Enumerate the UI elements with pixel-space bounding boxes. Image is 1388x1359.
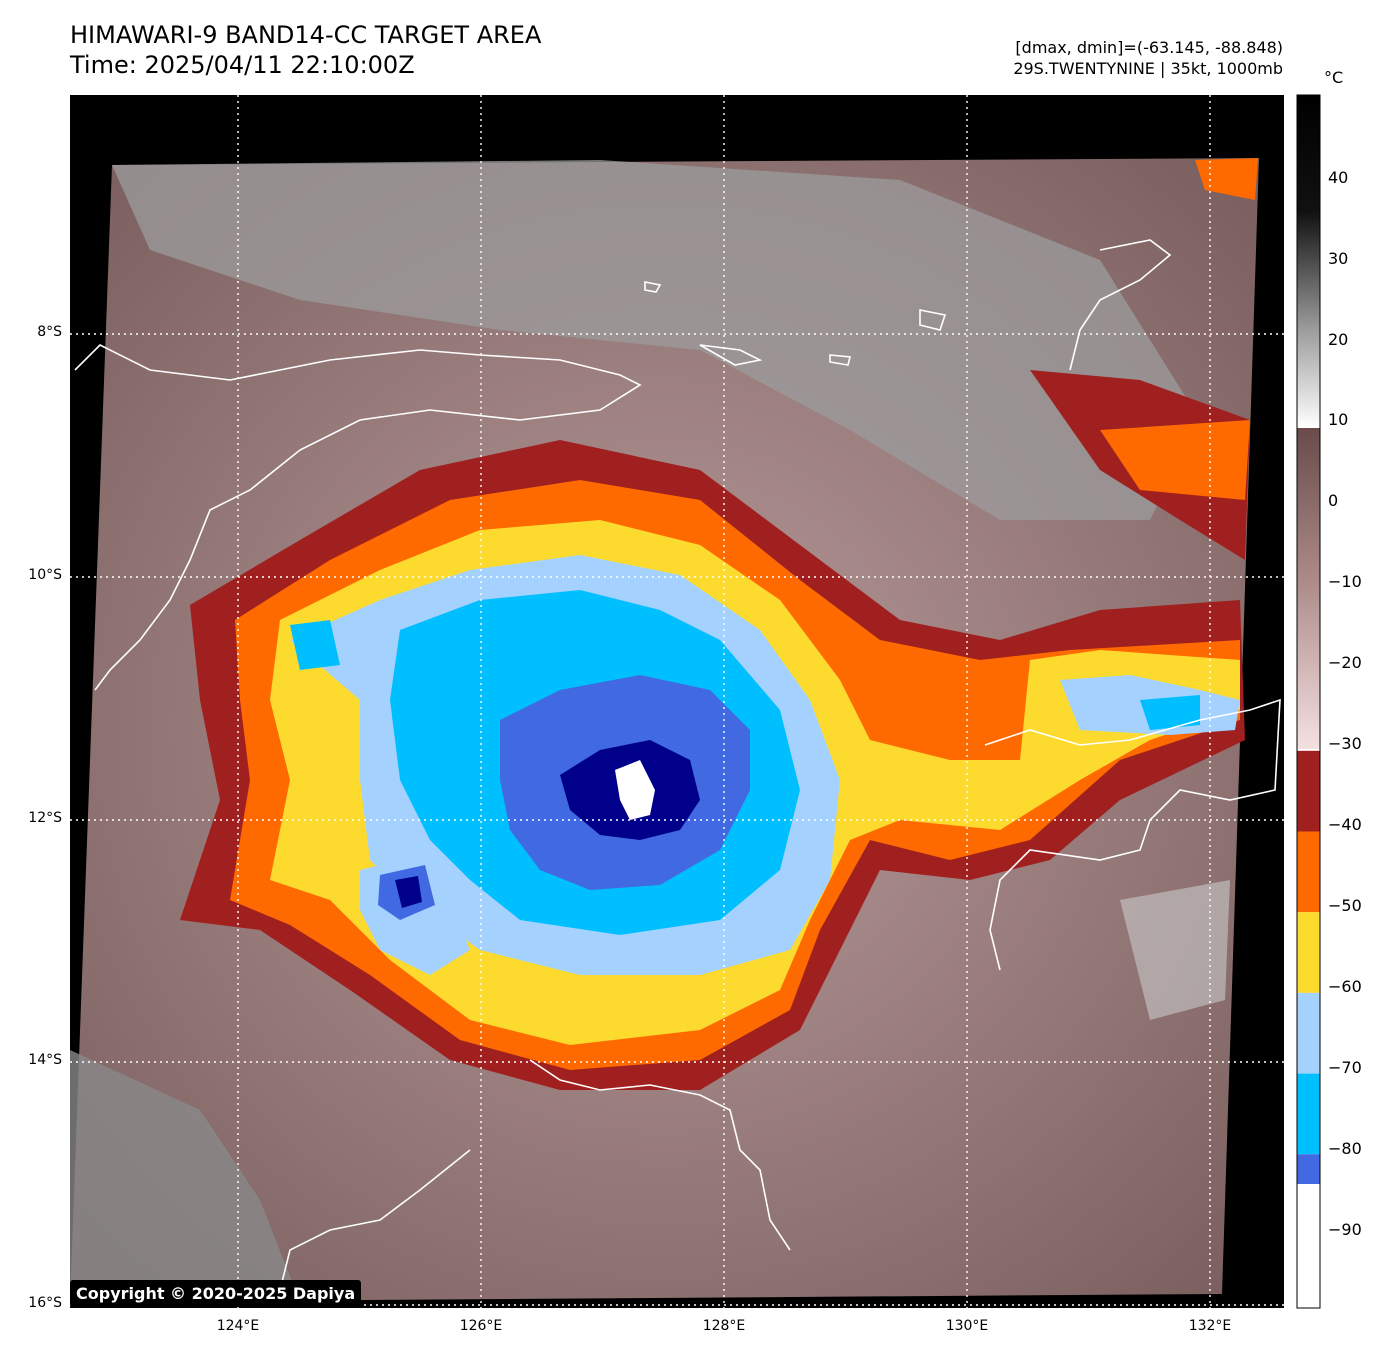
clear-sky-southwest	[70, 1050, 300, 1302]
lon-label-130e: 130°E	[945, 1318, 989, 1334]
colorbar-white-segment	[1297, 1184, 1320, 1308]
colorbar-unit: °C	[1324, 68, 1344, 87]
colorbar-label: 20	[1328, 330, 1349, 349]
colorbar-label: 0	[1328, 491, 1339, 510]
colorbar-label: −10	[1328, 572, 1362, 591]
lon-label-126e: 126°E	[459, 1318, 503, 1334]
copyright-badge: Copyright © 2020-2025 Dapiya	[70, 1280, 362, 1307]
clear-sky-east	[1120, 880, 1230, 1020]
storm-info: [dmax, dmin]=(-63.145, -88.848) 29S.TWEN…	[1013, 37, 1283, 79]
colorbar-bin	[1297, 912, 1320, 993]
lat-label-8s: 8°S	[37, 324, 62, 340]
colorbar-label: 10	[1328, 410, 1349, 429]
colorbar-label: −60	[1328, 977, 1362, 996]
coastlines	[74, 239, 1281, 1291]
colorbar-label: −70	[1328, 1058, 1362, 1077]
colorbar-frame	[1296, 94, 1321, 1309]
colorbar-bin	[1297, 831, 1320, 913]
colorbar-label: −40	[1328, 815, 1362, 834]
lat-label-12s: 12°S	[28, 810, 62, 826]
band-northeast	[1195, 158, 1258, 200]
colorbar-label: 40	[1328, 168, 1349, 187]
title-line-1: HIMAWARI-9 BAND14-CC TARGET AREA	[70, 21, 542, 49]
storm-details: 29S.TWENTYNINE | 35kt, 1000mb	[1013, 59, 1283, 78]
colorbar-bin	[1297, 750, 1320, 832]
colorbar-label: −80	[1328, 1139, 1362, 1158]
colorbar-gray-segment	[1297, 95, 1320, 428]
lat-label-10s: 10°S	[28, 567, 62, 583]
chart-title: HIMAWARI-9 BAND14-CC TARGET AREA Time: 2…	[70, 20, 541, 80]
colorbar-bin	[1297, 992, 1320, 1074]
clear-sky-north	[112, 160, 1200, 520]
graticule	[70, 95, 1284, 1308]
lon-label-132e: 132°E	[1188, 1318, 1232, 1334]
colorbar-label: −50	[1328, 896, 1362, 915]
cloud-cell-east-cold	[1140, 695, 1200, 730]
colorbar-bin	[1297, 1073, 1320, 1155]
temperature-range: [dmax, dmin]=(-63.145, -88.848)	[1015, 38, 1283, 57]
colorbar-label: 30	[1328, 249, 1349, 268]
colorbar-pink-segment	[1297, 428, 1320, 749]
lat-label-16s: 16°S	[28, 1295, 62, 1311]
lon-label-124e: 124°E	[216, 1318, 260, 1334]
cloud-cell-southwest-coldest	[395, 876, 422, 908]
cloud-cell-west	[290, 620, 340, 670]
colorbar-bin	[1297, 1154, 1320, 1187]
lon-label-128e: 128°E	[702, 1318, 746, 1334]
colorbar-label: −20	[1328, 653, 1362, 672]
colorbar	[1296, 94, 1321, 1309]
colorbar-label: −30	[1328, 734, 1362, 753]
lat-label-14s: 14°S	[28, 1052, 62, 1068]
cloud-top-coldest	[615, 760, 655, 820]
band-east-north-orange	[1100, 420, 1250, 500]
colorbar-label: −90	[1328, 1220, 1362, 1239]
title-line-2: Time: 2025/04/11 22:10:00Z	[70, 51, 415, 79]
